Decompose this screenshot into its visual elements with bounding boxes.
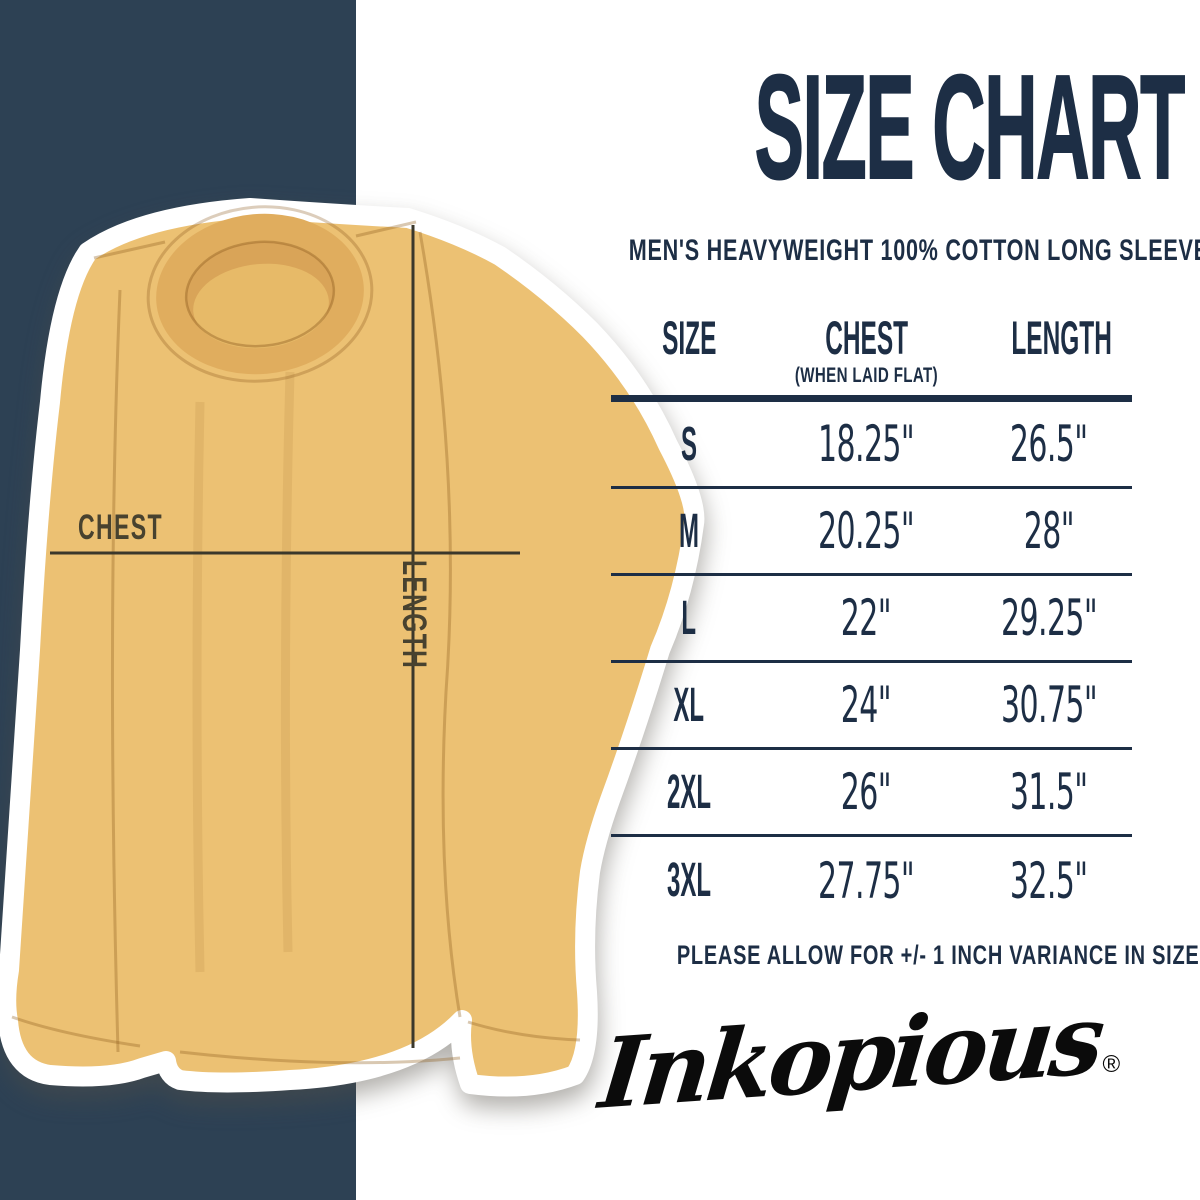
cell-size: 3XL <box>667 854 712 907</box>
cell-length: 31.5" <box>1009 763 1088 821</box>
size-table-row: L 22" 29.25" <box>611 576 1132 663</box>
long-sleeve-shirt-illustration <box>0 198 705 1097</box>
length-measure-label: LENGTH <box>395 560 433 670</box>
subtitle: MEN'S HEAVYWEIGHT 100% COTTON LONG SLEEV… <box>628 234 1200 267</box>
col-header-size: SIZE <box>661 311 717 364</box>
cell-length: 29.25" <box>1000 589 1098 647</box>
shirt-photo: CHEST LENGTH <box>0 172 730 1132</box>
col-header-chest: CHEST (WHEN LAID FLAT) <box>767 306 965 386</box>
size-table-body: S 18.25" 26.5" M 20.25" 28" L 22" 29.25" XL 24" 30.… <box>611 402 1132 924</box>
size-table-row: S 18.25" 26.5" <box>611 402 1132 489</box>
chest-note: (WHEN LAID FLAT) <box>795 364 939 387</box>
fabric-folds <box>192 371 295 973</box>
col-header-length: LENGTH <box>1011 311 1113 364</box>
cell-size: S <box>681 417 698 471</box>
registered-mark: ® <box>1102 1051 1121 1078</box>
size-table-row: XL 24" 30.75" <box>611 663 1132 750</box>
brand-logo: Inkopious® <box>560 982 1160 1131</box>
brand-logo-text: Inkopious <box>594 981 1106 1132</box>
cell-length: 26.5" <box>1009 415 1088 473</box>
shirt-seams <box>11 220 581 1065</box>
size-table: SIZE CHEST (WHEN LAID FLAT) LENGTH S 18.2… <box>611 306 1132 924</box>
cell-length: 32.5" <box>1009 851 1088 910</box>
measurement-lines <box>50 225 520 1048</box>
cell-chest: 20.25" <box>818 502 915 560</box>
variance-note: PLEASE ALLOW FOR +/- 1 INCH VARIANCE IN … <box>676 940 1200 970</box>
size-table-row: M 20.25" 28" <box>611 489 1132 576</box>
cell-chest: 22" <box>841 589 892 647</box>
chest-measure-label: CHEST <box>78 508 163 547</box>
size-table-row: 3XL 27.75" 32.5" <box>611 837 1132 924</box>
cell-length: 30.75" <box>1000 676 1098 734</box>
cell-size: L <box>681 591 697 645</box>
shirt-silhouette <box>0 198 705 1097</box>
cell-chest: 24" <box>841 676 892 734</box>
shirt-collar <box>146 205 374 383</box>
size-table-row: 2XL 26" 31.5" <box>611 750 1132 837</box>
cell-size: XL <box>673 678 705 732</box>
cell-size: M <box>679 504 700 558</box>
cell-chest: 18.25" <box>818 415 915 473</box>
cell-size: 2XL <box>667 765 712 819</box>
cell-chest: 27.75" <box>818 851 915 910</box>
cell-chest: 26" <box>841 763 892 821</box>
cell-length: 28" <box>1023 502 1075 560</box>
size-table-header: SIZE CHEST (WHEN LAID FLAT) LENGTH <box>611 306 1132 402</box>
page-title: SIZE CHART <box>754 45 1186 210</box>
